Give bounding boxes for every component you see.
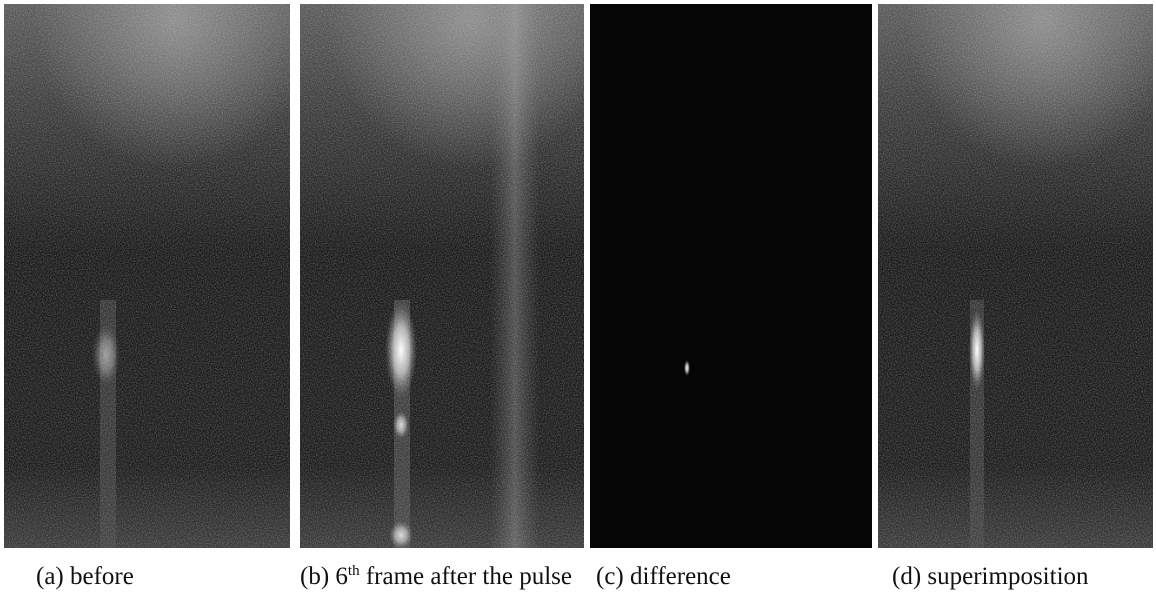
- caption-part: (b) 6: [300, 563, 348, 590]
- caption-superscript: th: [348, 563, 360, 579]
- caption: (b) 6th frame after the pulse: [300, 563, 572, 590]
- panel-frame: [300, 4, 584, 549]
- panel-superimposition: [878, 4, 1153, 548]
- caption-part: frame after the pulse: [360, 563, 572, 590]
- panel-before: [4, 4, 290, 548]
- panel-difference: [590, 4, 872, 548]
- caption: (a) before: [36, 563, 134, 590]
- caption: (c) difference: [596, 563, 731, 590]
- caption: (d) superimposition: [892, 563, 1089, 590]
